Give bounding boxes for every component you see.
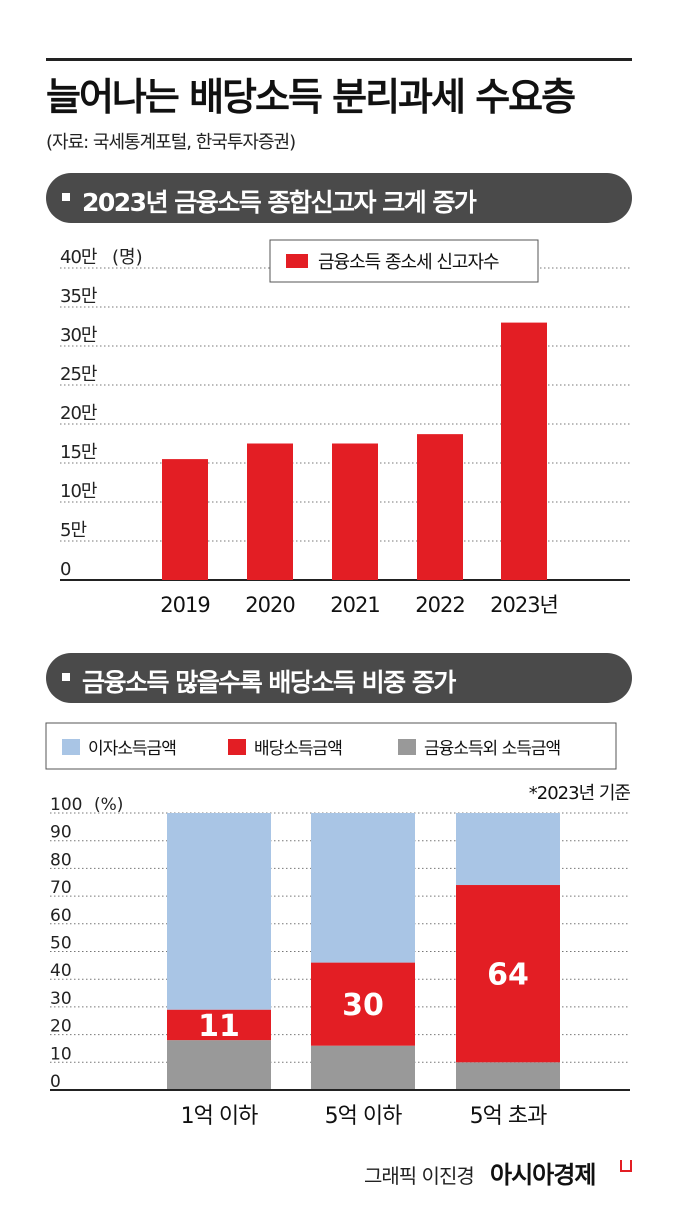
legend-box xyxy=(269,239,539,283)
legend-swatch xyxy=(228,739,246,755)
x-tick-label: 2022 xyxy=(415,593,464,617)
bar xyxy=(162,459,208,580)
y-tick-label: 20 xyxy=(50,1017,72,1037)
bar-segment xyxy=(167,813,271,1010)
data-label: 11 xyxy=(198,1009,240,1044)
legend-label: 금융소득 종소세 신고자수 xyxy=(318,252,499,273)
source-note: (자료: 국세통계포털, 한국투자증권) xyxy=(46,132,296,153)
x-tick-label: 2019 xyxy=(160,593,209,617)
y-tick-label: 15만 xyxy=(60,442,97,463)
chart-note: *2023년 기준 xyxy=(529,783,631,804)
legend-swatch xyxy=(398,739,416,755)
y-tick-label: 0 xyxy=(50,1072,61,1092)
y-tick-label: 30 xyxy=(50,989,72,1009)
bar-segment xyxy=(167,1040,271,1090)
y-tick-label: 25만 xyxy=(60,364,97,385)
bullet-icon xyxy=(62,673,70,681)
brand-mark-icon xyxy=(620,1160,632,1172)
x-tick-label: 5억 초과 xyxy=(470,1104,547,1129)
y-tick-label: 100 xyxy=(50,795,82,815)
bullet-icon xyxy=(62,193,70,201)
section-2-label: 금융소득 많을수록 배당소득 비중 증가 xyxy=(82,668,456,697)
y-unit-label: (%) xyxy=(94,795,123,815)
graphic-credit: 그래픽 이진경 xyxy=(364,1164,475,1188)
chart-2: 이자소득금액 배당소득금액 금융소득외 소득금액 *2023년 기준 0 10 20 30 40… xyxy=(45,722,631,1129)
page-title: 늘어나는 배당소득 분리과세 수요층 xyxy=(46,75,576,119)
legend-swatch xyxy=(62,739,80,755)
section-header-2: 금융소득 많을수록 배당소득 비중 증가 xyxy=(46,653,632,703)
y-tick-label: 5만 xyxy=(60,520,86,541)
y-tick-label: 40 xyxy=(50,961,72,981)
bar xyxy=(501,322,547,580)
x-tick-label: 2023년 xyxy=(490,593,558,617)
bar-segment xyxy=(456,885,560,1063)
bar-segment xyxy=(456,813,560,886)
y-tick-label: 20만 xyxy=(60,403,97,424)
top-rule xyxy=(46,58,632,61)
bar xyxy=(332,443,378,580)
legend-label: 이자소득금액 xyxy=(88,739,176,759)
y-tick-label: 35만 xyxy=(60,286,97,307)
brand-logo: 아시아경제 xyxy=(490,1161,596,1189)
bar-segment xyxy=(311,813,415,963)
y-tick-label: 10 xyxy=(50,1044,72,1064)
bar-segment xyxy=(311,962,415,1046)
y-tick-label: 30만 xyxy=(60,325,97,346)
chart-1: 0 5만 10만 15만 20만 25만 30만 35만 40만 (명) 2019 2020 2021 2… xyxy=(60,239,630,617)
bar-segment xyxy=(311,1045,415,1090)
y-tick-label: 60 xyxy=(50,906,72,926)
bar-segment xyxy=(456,1062,560,1090)
y-unit-label: (명) xyxy=(112,247,143,268)
data-label: 30 xyxy=(342,988,384,1023)
legend-label: 배당소득금액 xyxy=(254,739,342,759)
data-label: 64 xyxy=(487,958,529,993)
bar-segment xyxy=(167,1009,271,1041)
section-1-label: 2023년 금융소득 종합신고자 크게 증가 xyxy=(82,188,477,217)
section-header-1: 2023년 금융소득 종합신고자 크게 증가 xyxy=(46,173,632,223)
y-tick-label: 40만 xyxy=(60,247,97,268)
y-tick-label: 0 xyxy=(60,559,71,580)
x-tick-label: 2020 xyxy=(245,593,294,617)
legend-label: 금융소득외 소득금액 xyxy=(424,739,560,759)
y-tick-label: 50 xyxy=(50,934,72,954)
x-tick-label: 2021 xyxy=(330,593,379,617)
y-tick-label: 90 xyxy=(50,823,72,843)
x-tick-label: 1억 이하 xyxy=(181,1104,258,1129)
bar xyxy=(417,434,463,580)
x-tick-label: 5억 이하 xyxy=(325,1104,402,1129)
y-tick-label: 80 xyxy=(50,850,72,870)
bar xyxy=(247,443,293,580)
y-tick-label: 70 xyxy=(50,878,72,898)
legend-box xyxy=(45,722,617,770)
legend-swatch xyxy=(286,254,308,268)
y-tick-label: 10만 xyxy=(60,481,97,502)
